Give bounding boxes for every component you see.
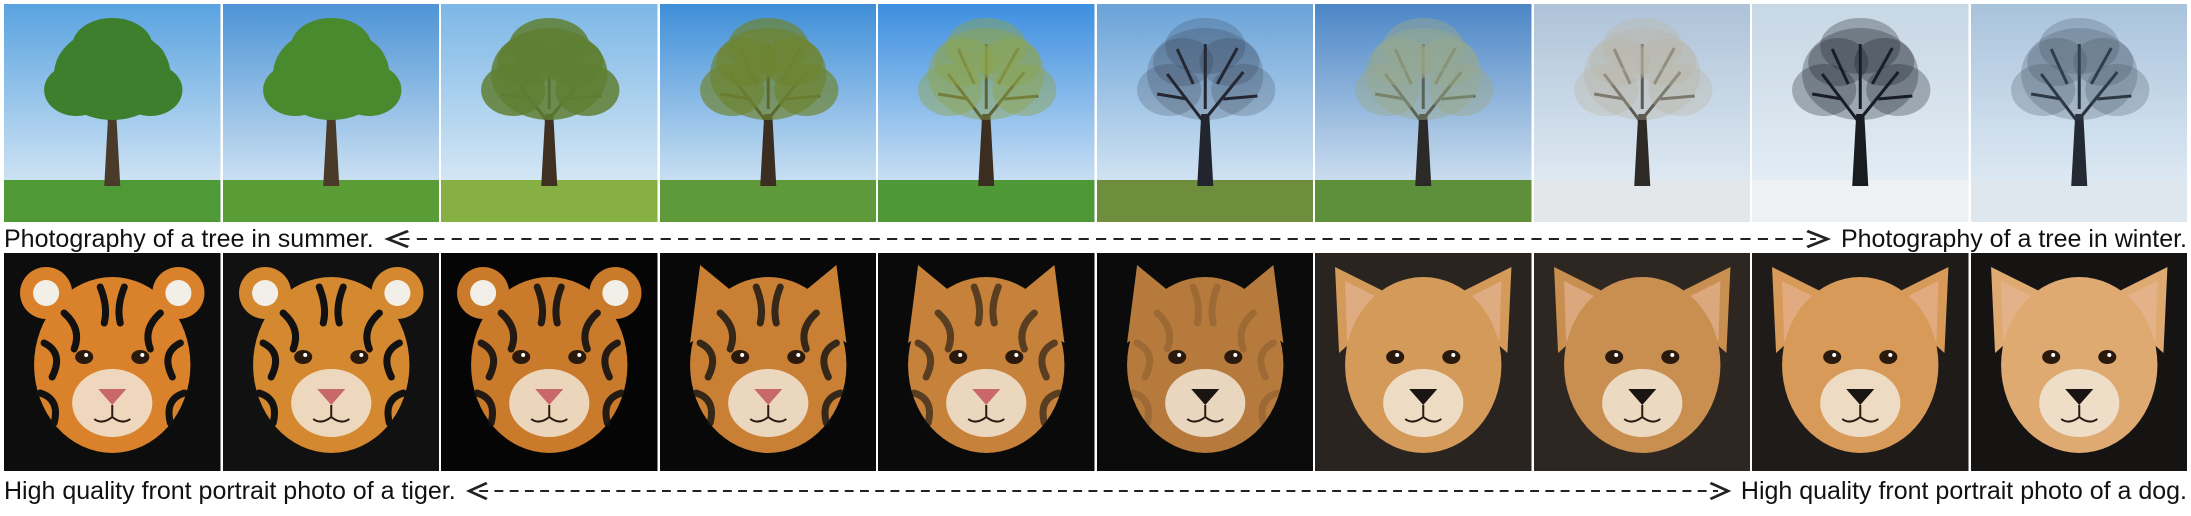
animal-portrait-3	[441, 253, 658, 471]
tree-photo-6	[1096, 4, 1313, 222]
animal-portrait-5	[878, 253, 1095, 471]
tree-right-caption: Photography of a tree in winter.	[1840, 224, 2187, 253]
animal-portrait-2	[222, 253, 439, 471]
animal-portrait-8	[1533, 253, 1750, 471]
tree-photo-4	[659, 4, 876, 222]
animal-left-caption: High quality front portrait photo of a t…	[4, 476, 456, 505]
tree-photo-8	[1533, 4, 1750, 222]
dashed-double-arrow-icon	[374, 224, 1841, 254]
tree-photo-2	[222, 4, 439, 222]
animal-caption-row: High quality front portrait photo of a t…	[4, 476, 2187, 506]
animal-right-caption: High quality front portrait photo of a d…	[1740, 476, 2187, 505]
animal-portrait-7	[1315, 253, 1532, 471]
animal-portrait-9	[1752, 253, 1969, 471]
tree-photo-9	[1752, 4, 1969, 222]
tree-interpolation-strip	[4, 4, 2187, 222]
animal-portrait-4	[659, 253, 876, 471]
dashed-double-arrow-icon	[456, 476, 1741, 506]
tree-photo-10	[1970, 4, 2187, 222]
tree-photo-7	[1315, 4, 1532, 222]
tree-left-caption: Photography of a tree in summer.	[4, 224, 374, 253]
animal-interpolation-strip	[4, 253, 2187, 471]
animal-portrait-10	[1970, 253, 2187, 471]
tree-caption-row: Photography of a tree in summer. Photogr…	[4, 224, 2187, 254]
animal-portrait-6	[1096, 253, 1313, 471]
tree-photo-3	[441, 4, 658, 222]
animal-portrait-1	[4, 253, 221, 471]
tree-photo-5	[878, 4, 1095, 222]
tree-photo-1	[4, 4, 221, 222]
